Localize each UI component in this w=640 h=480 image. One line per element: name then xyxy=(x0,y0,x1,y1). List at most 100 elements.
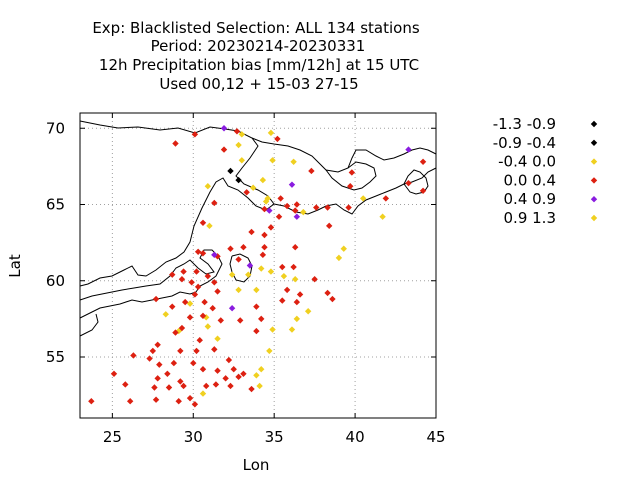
data-point xyxy=(261,244,268,251)
data-point xyxy=(201,298,208,306)
data-point xyxy=(165,384,173,391)
series-4 xyxy=(211,125,412,312)
data-point xyxy=(122,381,129,388)
legend-marker xyxy=(590,120,598,128)
data-point xyxy=(227,245,234,252)
data-point xyxy=(266,347,273,355)
data-point xyxy=(290,263,297,271)
legend-marker xyxy=(590,158,598,165)
series-3 xyxy=(88,128,427,408)
data-point xyxy=(237,317,244,324)
legend-label: 0.4 0.9 xyxy=(504,190,556,208)
data-point xyxy=(149,347,157,355)
data-point xyxy=(259,176,267,184)
data-point xyxy=(194,248,202,255)
legend: -1.3 -0.9-0.9 -0.4-0.4 0.00.0 0.40.4 0.9… xyxy=(493,115,598,227)
data-point xyxy=(204,183,212,190)
data-point xyxy=(194,283,202,291)
data-point xyxy=(288,326,296,333)
data-point xyxy=(180,268,187,275)
data-point xyxy=(238,131,246,138)
data-point xyxy=(311,276,318,283)
plot-frame xyxy=(79,112,437,419)
data-point xyxy=(269,157,276,164)
data-point xyxy=(274,135,281,143)
data-point xyxy=(211,279,218,286)
data-point xyxy=(110,370,118,377)
data-point xyxy=(293,315,301,323)
data-point xyxy=(277,195,284,202)
data-point xyxy=(177,378,184,385)
data-point xyxy=(258,315,265,323)
data-point xyxy=(154,341,161,348)
x-tick-label: 45 xyxy=(426,428,445,446)
data-point xyxy=(288,181,296,188)
data-point xyxy=(235,286,242,294)
legend-label: -0.9 -0.4 xyxy=(493,134,556,152)
data-point xyxy=(154,375,161,382)
data-point xyxy=(258,366,265,373)
data-point xyxy=(280,272,288,280)
data-point xyxy=(88,398,95,405)
data-point xyxy=(259,251,267,259)
data-point xyxy=(293,298,301,306)
data-point xyxy=(253,327,260,335)
data-point xyxy=(267,268,275,275)
legend-label: -1.3 -0.9 xyxy=(493,115,556,133)
data-point xyxy=(275,213,283,220)
data-point xyxy=(238,157,246,164)
data-point xyxy=(296,291,304,298)
x-axis-ticks: 25 30 35 40 45 xyxy=(103,113,446,446)
data-point xyxy=(217,317,224,324)
data-point xyxy=(248,228,255,236)
data-point xyxy=(172,329,179,336)
data-point xyxy=(214,288,221,295)
data-point xyxy=(326,222,333,230)
y-tick-label: 70 xyxy=(46,119,65,137)
data-point xyxy=(246,262,254,269)
data-point xyxy=(178,324,186,332)
series-5 xyxy=(262,198,270,205)
data-point xyxy=(266,207,273,214)
data-point xyxy=(292,276,299,283)
legend-marker xyxy=(590,214,598,222)
data-point xyxy=(186,394,194,402)
data-point xyxy=(283,202,291,210)
data-point xyxy=(175,398,182,405)
data-point xyxy=(261,205,268,213)
data-point xyxy=(130,352,137,359)
data-point xyxy=(313,204,320,211)
data-point xyxy=(191,291,199,298)
data-point xyxy=(240,370,247,377)
data-point xyxy=(204,323,212,330)
data-point xyxy=(290,158,297,165)
data-point xyxy=(199,250,207,257)
data-point xyxy=(228,271,236,278)
y-tick-label: 55 xyxy=(46,348,65,366)
data-point xyxy=(324,289,331,297)
series-2 xyxy=(162,129,386,397)
data-point xyxy=(206,222,213,230)
chart-title: Exp: Blacklisted Selection: ALL 134 stat… xyxy=(92,19,420,93)
legend-label: -0.4 0.0 xyxy=(498,153,556,171)
data-point xyxy=(253,286,260,294)
data-point xyxy=(126,398,134,405)
data-point xyxy=(186,300,194,307)
data-point xyxy=(329,295,336,303)
data-point xyxy=(300,208,307,216)
data-point xyxy=(253,303,260,310)
data-point xyxy=(146,355,153,362)
data-point xyxy=(292,207,299,214)
data-point xyxy=(193,347,200,355)
plot-area xyxy=(80,113,436,418)
data-point xyxy=(245,271,252,278)
y-axis-label: Lat xyxy=(6,254,24,278)
data-point xyxy=(156,361,163,368)
data-point xyxy=(304,308,312,315)
data-point xyxy=(248,385,255,393)
data-point xyxy=(169,303,176,310)
data-point xyxy=(214,335,221,342)
data-point xyxy=(235,256,242,263)
data-point xyxy=(345,204,352,211)
